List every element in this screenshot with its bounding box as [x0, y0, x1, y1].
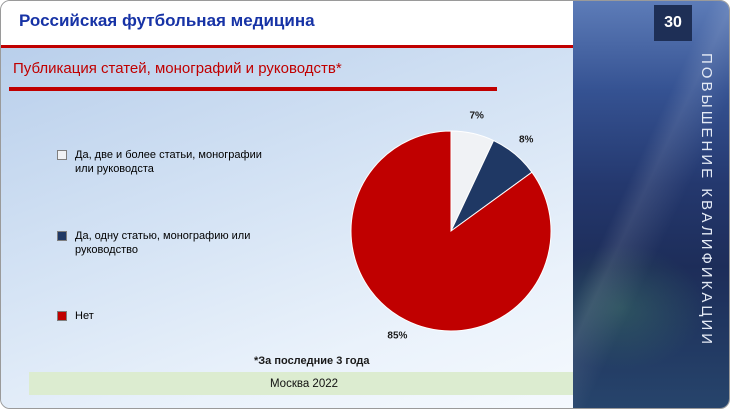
- pie-chart-container: 7% 8% 85%: [321, 101, 581, 361]
- subtitle-divider: [9, 87, 497, 91]
- legend-swatch-icon: [57, 231, 67, 241]
- svg-text:8%: 8%: [519, 135, 534, 146]
- legend-label: Нет: [75, 310, 94, 322]
- pie-chart: 7% 8% 85%: [350, 110, 552, 342]
- legend-item-one: Да, одну статью, монографию или руководс…: [57, 229, 272, 258]
- header-bar: Российская футбольная медицина: [1, 1, 573, 45]
- legend-swatch-icon: [57, 150, 67, 160]
- slide-body: Публикация статей, монографий и руководс…: [1, 48, 579, 408]
- footer-text: Москва 2022: [269, 377, 339, 390]
- legend-item-two-or-more: Да, две и более статьи, монографии или р…: [57, 148, 272, 177]
- svg-text:7%: 7%: [469, 110, 484, 121]
- slide-title: Российская футбольная медицина: [19, 11, 315, 30]
- legend-item-none: Нет: [57, 309, 272, 323]
- header-divider: [1, 45, 573, 48]
- legend-label: Да, одну статью, монографию или руководс…: [75, 230, 251, 257]
- legend-label: Да, две и более статьи, монографии или р…: [75, 149, 262, 176]
- section-vertical-label: ПОВЫШЕНИЕ КВАЛИФИКАЦИИ: [698, 53, 715, 348]
- legend-swatch-icon: [57, 311, 67, 321]
- footnote: *За последние 3 года: [254, 355, 370, 367]
- chart-subtitle: Публикация статей, монографий и руководс…: [13, 60, 342, 77]
- slide-number-badge: 30: [654, 5, 692, 41]
- svg-text:85%: 85%: [387, 331, 407, 342]
- stadium-sidebar-image: ПОВЫШЕНИЕ КВАЛИФИКАЦИИ: [573, 1, 729, 408]
- footer-bar: Москва 2022: [29, 372, 579, 395]
